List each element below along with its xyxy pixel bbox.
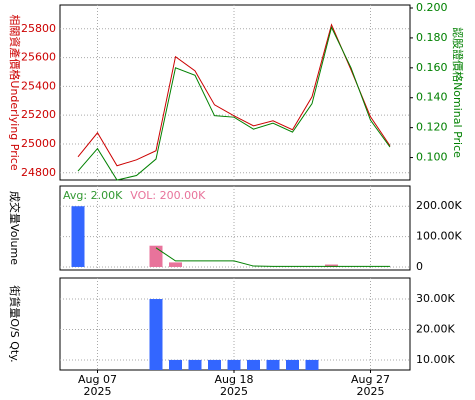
line: [77, 25, 391, 181]
bar: [149, 299, 163, 370]
y2-tick-label: 0.160: [416, 61, 448, 74]
y-axis-label: 街貨量O/S Qty.: [8, 285, 22, 362]
y-axis-label: 成交量Volume: [8, 191, 22, 265]
y2-tick-label: 0.200: [416, 1, 448, 14]
y-tick-label: 25800: [21, 22, 56, 35]
bar: [286, 359, 299, 370]
y2-tick-label: 0.180: [416, 31, 448, 44]
panel: [59, 185, 411, 271]
bar: [188, 359, 202, 370]
panel: [59, 4, 411, 181]
bar: [247, 359, 260, 370]
y-tick-label: 25000: [21, 137, 56, 150]
x-tick-label: Aug 07: [78, 373, 117, 386]
y2-axis-label: 認股證價格Nominal Price: [451, 27, 465, 158]
y-tick-label: 25200: [21, 108, 56, 121]
x-tick-label: Aug 18: [215, 373, 254, 386]
y2-tick-label: 0.140: [416, 91, 448, 104]
bar: [227, 359, 241, 370]
y-axis-label: 相關資產價格Underlying Price: [8, 14, 22, 170]
y-tick-label: 200.00K: [416, 199, 462, 212]
y2-tick-label: 0.120: [416, 121, 448, 134]
panel: [59, 277, 411, 371]
bar: [169, 262, 182, 267]
line: [155, 247, 390, 267]
x-tick-label: Aug 27: [351, 373, 390, 386]
bar: [71, 206, 85, 267]
y-tick-label: 100.00K: [416, 230, 462, 243]
annotation: Avg: 2.00K: [63, 189, 123, 202]
bar: [266, 359, 280, 370]
bar: [325, 264, 338, 267]
y-tick-label: 25600: [21, 51, 56, 64]
bar: [149, 245, 163, 267]
bar: [169, 359, 182, 370]
y-tick-label: 25400: [21, 79, 56, 92]
bar: [305, 359, 319, 370]
x-tick-label: 2025: [220, 385, 248, 398]
x-tick-label: 2025: [357, 385, 385, 398]
y-tick-label: 30.00K: [416, 292, 455, 305]
y2-tick-label: 0.100: [416, 151, 448, 164]
annotation: VOL: 200.00K: [130, 189, 206, 202]
y-tick-label: 10.00K: [416, 353, 455, 366]
x-tick-label: 2025: [84, 385, 112, 398]
y-tick-label: 0: [416, 260, 423, 273]
y-tick-label: 24800: [21, 166, 56, 179]
bar: [208, 359, 221, 370]
y-tick-label: 20.00K: [416, 322, 455, 335]
